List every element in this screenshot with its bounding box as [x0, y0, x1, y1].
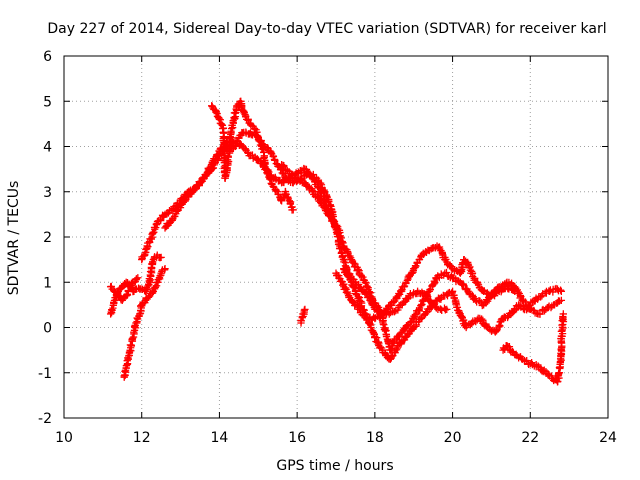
point-late-lower [509, 307, 517, 316]
point-main-low [171, 212, 179, 221]
point-trace-a [157, 253, 165, 262]
y-tick-label: 2 [43, 230, 52, 246]
point-trace-c [161, 265, 169, 273]
point-main-low [380, 321, 388, 329]
point-end-drops [559, 310, 567, 318]
point-trace-c [127, 341, 135, 349]
x-tick-label: 14 [211, 430, 229, 446]
point-descending-spikes [218, 124, 227, 133]
point-descending-spikes [262, 165, 270, 173]
point-late-lower [556, 286, 565, 294]
y-tick-label: 0 [43, 321, 52, 337]
plot-frame [63, 55, 609, 419]
x-tick-label: 12 [133, 430, 151, 446]
point-descending-spikes [289, 206, 297, 214]
y-tick-label: 3 [43, 185, 52, 201]
point-late-upper [510, 286, 518, 295]
point-late-lower [477, 315, 486, 323]
point-main-low [442, 268, 451, 277]
chart-title: Day 227 of 2014, Sidereal Day-to-day VTE… [47, 21, 606, 37]
point-main-low [517, 292, 525, 301]
point-late-upper [350, 283, 359, 291]
point-main-high [443, 305, 451, 314]
point-main-low [354, 265, 362, 274]
point-trace-b [107, 282, 115, 291]
point-main-low [465, 290, 473, 298]
point-main-low [557, 296, 566, 304]
y-tick-label: 1 [43, 275, 52, 291]
y-tick-label: 5 [43, 94, 52, 110]
y-axis-label: SDTVAR / TECUs [6, 181, 22, 296]
point-late-upper [408, 269, 416, 278]
point-main-low [311, 177, 319, 185]
x-tick-label: 20 [444, 430, 462, 446]
point-main-high [150, 228, 158, 236]
point-main-low [417, 302, 425, 310]
y-tick-label: -2 [38, 411, 52, 427]
point-descending-spikes [212, 108, 220, 116]
data-points [106, 97, 568, 386]
point-isolated [301, 305, 309, 314]
y-tick-label: 6 [43, 49, 52, 65]
point-main-low [314, 184, 323, 192]
x-axis-label: GPS time / hours [276, 458, 393, 474]
point-main-low [363, 283, 371, 291]
point-isolated [297, 317, 305, 325]
point-main-high [149, 229, 157, 238]
x-tick-label: 18 [366, 430, 384, 446]
point-main-low [280, 178, 288, 187]
point-trace-c [128, 334, 137, 342]
x-tick-label: 16 [288, 430, 306, 446]
point-trace-b [134, 274, 142, 282]
point-main-high [269, 152, 277, 160]
point-mid-branch [288, 170, 296, 178]
y-tick-label: 4 [43, 140, 52, 156]
x-tick-label: 22 [521, 430, 539, 446]
point-trace-b [123, 290, 131, 298]
point-late-upper [412, 262, 420, 270]
point-descending-spikes [281, 187, 290, 196]
y-tick-label: -1 [38, 366, 52, 382]
point-trace-c [136, 310, 144, 318]
point-late-lower [557, 287, 566, 295]
point-mid-branch [279, 162, 288, 170]
point-late-lower [366, 320, 374, 328]
point-trace-b [124, 286, 133, 295]
point-late-upper [511, 287, 519, 295]
point-mid-branch [336, 228, 344, 237]
point-main-low [211, 156, 219, 164]
x-tick-label: 24 [599, 430, 617, 446]
x-tick-label: 10 [55, 430, 73, 446]
